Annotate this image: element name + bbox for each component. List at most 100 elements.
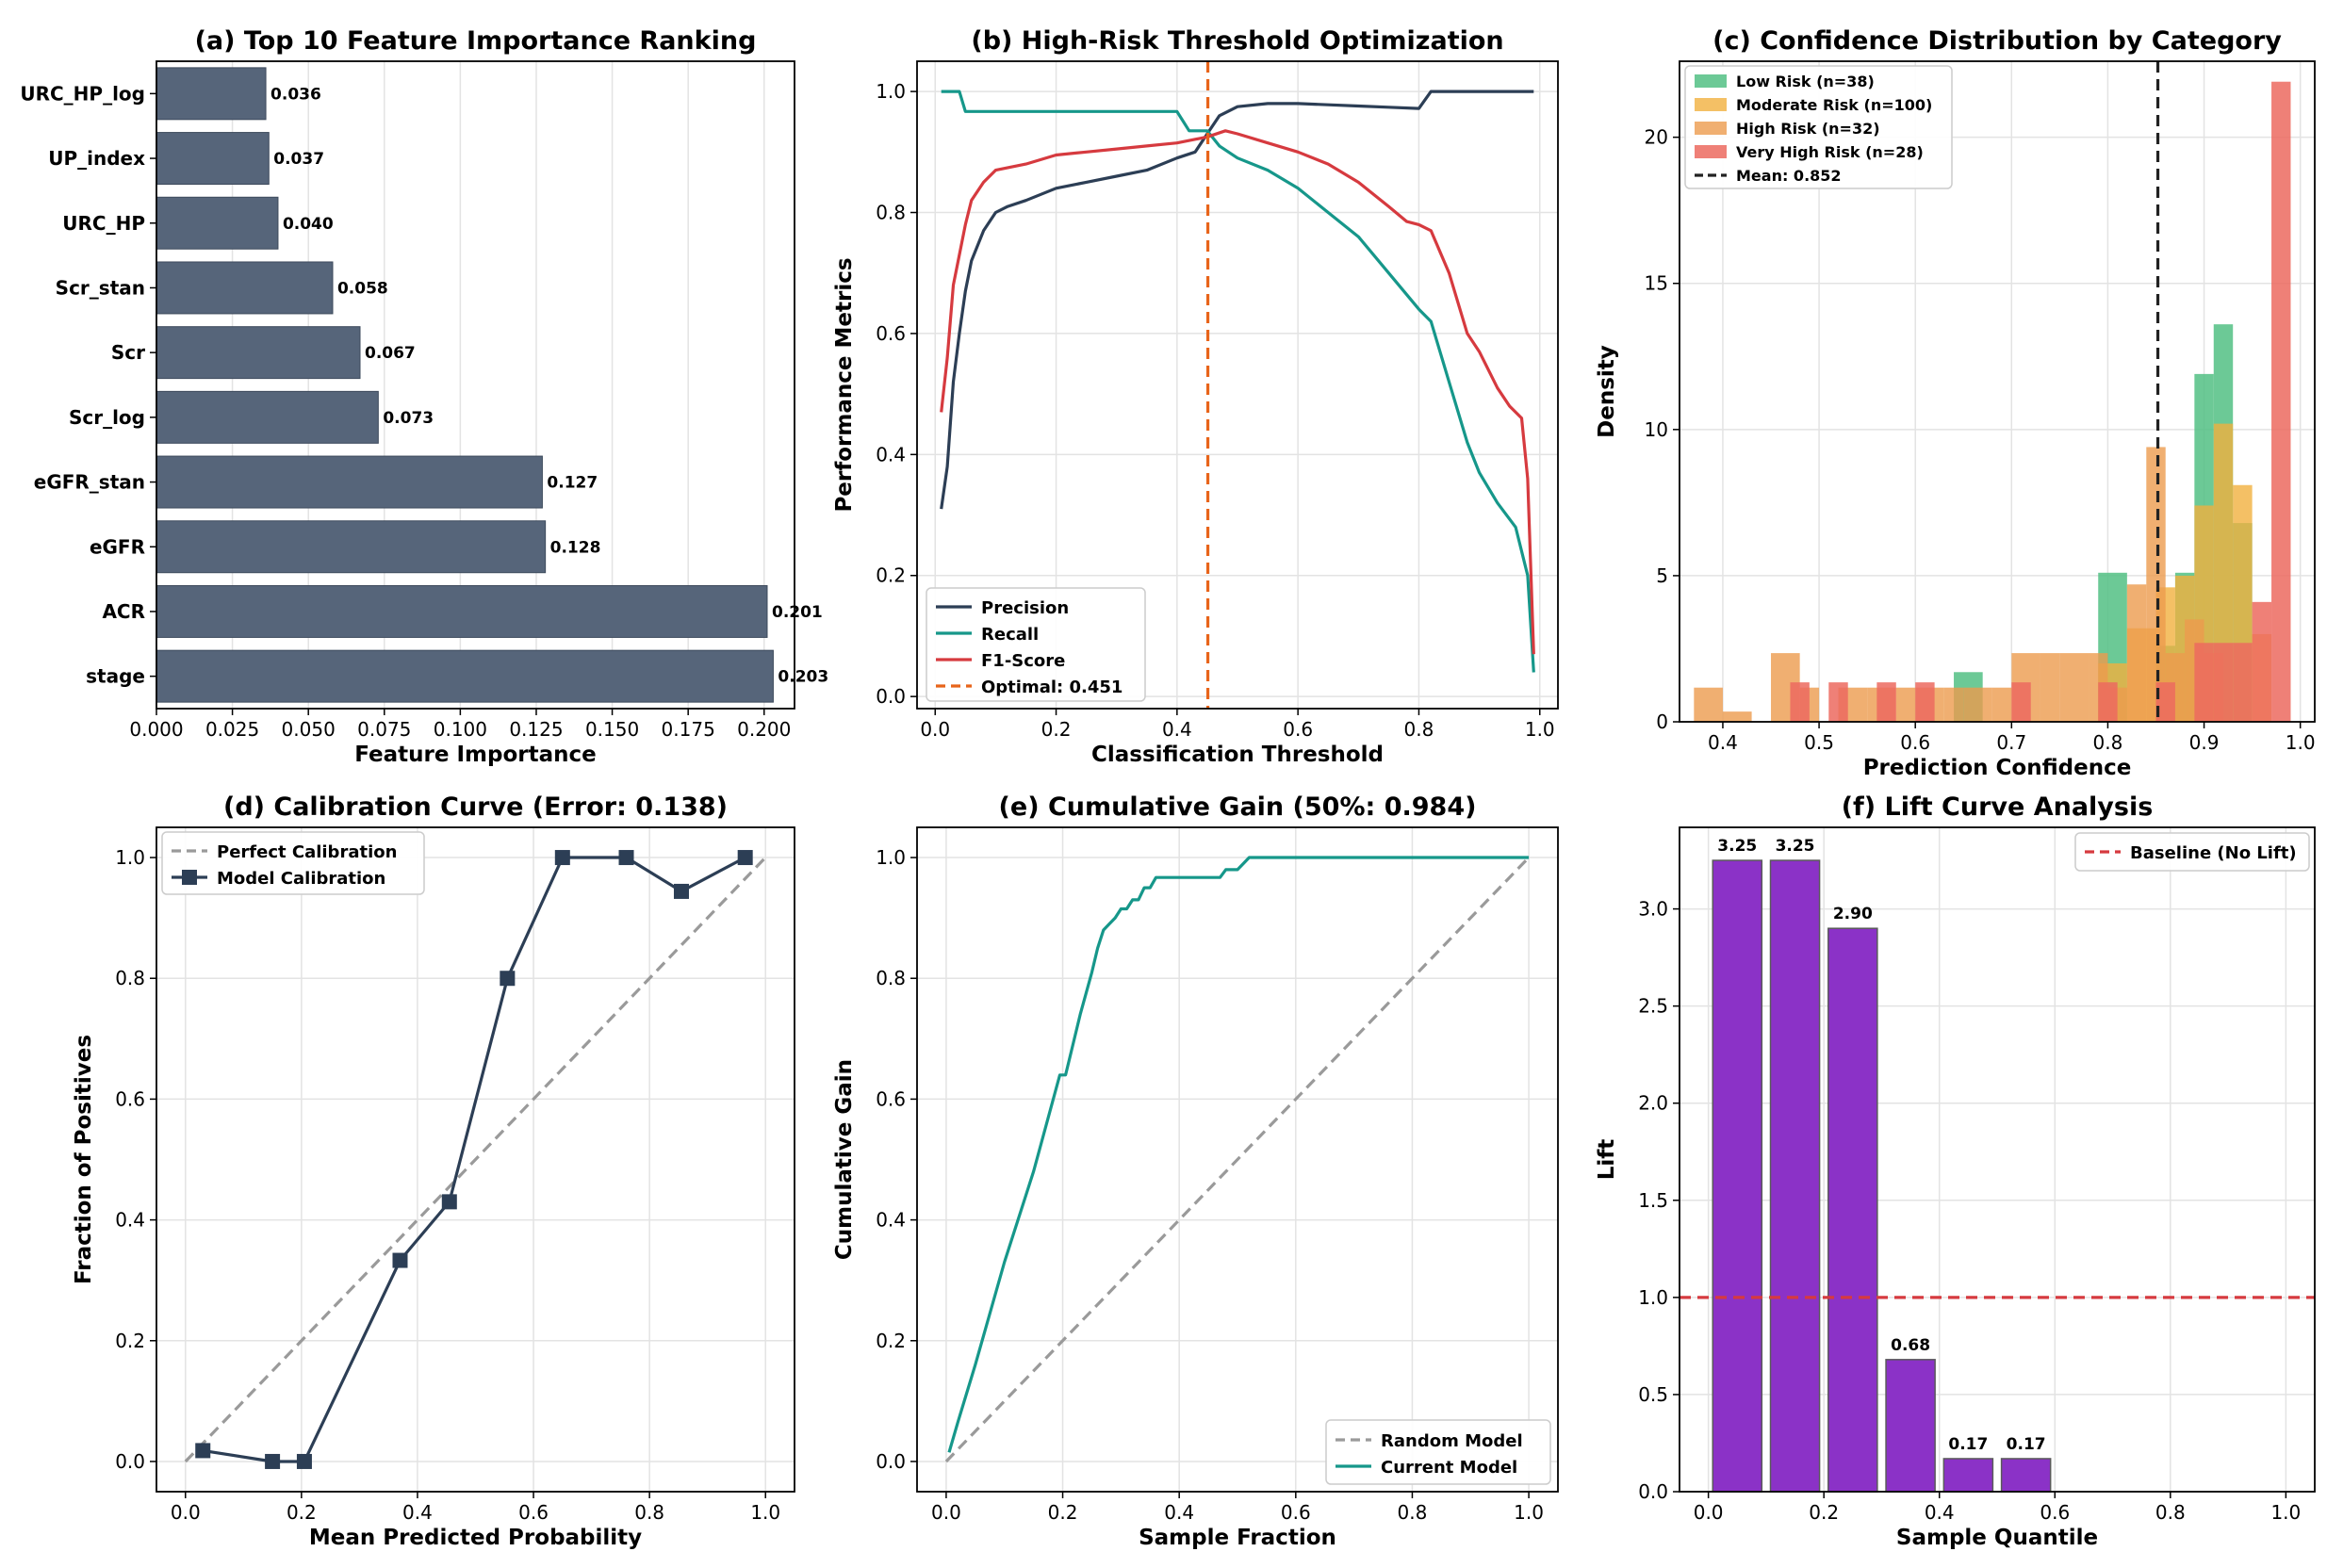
data-point — [441, 1194, 457, 1210]
legend-swatch — [1695, 74, 1727, 88]
hist-bar — [2233, 643, 2253, 722]
hist-bar — [1915, 682, 1935, 722]
data-label: 0.203 — [778, 668, 828, 687]
x-tick-label: 0.125 — [509, 718, 563, 741]
y-tick-label: 0.6 — [876, 1087, 906, 1110]
legend-label: Mean: 0.852 — [1736, 167, 1842, 185]
y-tick-label: 0.0 — [115, 1450, 145, 1473]
x-tick-label: 0.2 — [1048, 1501, 1078, 1524]
hist-bar — [2098, 682, 2118, 722]
legend-swatch — [1695, 122, 1727, 135]
y-axis-label: Lift — [1595, 1139, 1619, 1181]
x-tick-label: 0.2 — [1809, 1501, 1839, 1524]
x-tick-label: 0.4 — [402, 1501, 433, 1524]
x-tick-label: 0.6 — [1283, 718, 1313, 741]
hist-bar — [1722, 711, 1752, 722]
x-tick-label: 0.100 — [434, 718, 487, 741]
bar — [156, 132, 270, 186]
data-point — [392, 1252, 408, 1268]
x-axis-label: Prediction Confidence — [1863, 756, 2132, 780]
plot-frame — [1679, 826, 2316, 1493]
hist-bar — [2155, 682, 2175, 722]
y-tick-label: 0.0 — [1638, 1480, 1668, 1503]
y-tick-label: 0.8 — [876, 967, 906, 989]
y-tick-label: 15 — [1645, 272, 1668, 295]
data-label: 0.058 — [337, 279, 388, 298]
legend-b: Precision Recall F1-Score Optimal: 0.451 — [926, 587, 1146, 702]
data-label: 0.17 — [1948, 1435, 1988, 1454]
y-tick-label: 10 — [1645, 418, 1668, 441]
x-tick-label: 0.050 — [282, 718, 336, 741]
hist-bar — [1828, 682, 1848, 722]
chart-title: (f) Lift Curve Analysis — [1842, 792, 2154, 822]
data-label: 0.127 — [547, 474, 598, 493]
x-tick-label: 0.2 — [1041, 718, 1072, 741]
x-tick-label: 0.175 — [662, 718, 715, 741]
hist-bar — [1991, 687, 2012, 722]
y-tick-label: 0.0 — [876, 685, 906, 708]
legend-f: Baseline (No Lift) — [2074, 832, 2310, 872]
data-point — [554, 850, 570, 866]
legend-label: Perfect Calibration — [217, 842, 397, 862]
bar — [156, 196, 279, 250]
y-tick-label: 0.2 — [876, 1330, 906, 1352]
panel-f: 3.25 3.25 2.90 0.68 0.17 0.17 0.0 0.2 0.4 0.6 0.8 1… — [1595, 792, 2316, 1550]
series-line-recall — [941, 90, 1535, 673]
x-tick-label: 1.0 — [1525, 718, 1555, 741]
x-tick-label: 0.4 — [1925, 1501, 1955, 1524]
y-tick-label: 0.8 — [876, 202, 906, 224]
hist-bar — [2213, 643, 2234, 722]
panel-e: 0.0 0.2 0.4 0.6 0.8 1.0 0.0 0.2 0.4 0.6 0.8 1.0 (e) … — [832, 792, 1559, 1550]
y-tick-label: 0.6 — [876, 322, 906, 345]
data-point — [195, 1443, 211, 1459]
y-tick-label: 0.6 — [115, 1087, 145, 1110]
y-tick-label: 0.2 — [115, 1330, 145, 1352]
plot-frame — [156, 826, 795, 1493]
series-line — [944, 856, 1531, 1463]
legend-box — [161, 831, 425, 895]
y-tick-label: URC_HP — [62, 212, 145, 235]
data-label: 3.25 — [1717, 837, 1757, 856]
y-tick-label: Scr — [111, 341, 145, 364]
bar — [1827, 927, 1878, 1493]
x-tick-label: 0.6 — [2040, 1501, 2070, 1524]
bar — [156, 261, 334, 315]
x-tick-label: 0.6 — [1900, 731, 1930, 754]
x-tick-label: 0.0 — [171, 1501, 201, 1524]
y-axis-label: Density — [1595, 345, 1619, 438]
hist-bar — [2194, 643, 2214, 722]
hist-bar — [1876, 682, 1896, 722]
bar — [156, 584, 768, 638]
legend-swatch — [1695, 98, 1727, 111]
series-line — [184, 856, 767, 1463]
y-tick-label: eGFR_stan — [34, 471, 145, 494]
data-label: 0.040 — [283, 215, 334, 234]
x-tick-label: 0.4 — [1162, 718, 1192, 741]
hist-bar — [1943, 687, 1964, 722]
data-point — [265, 1453, 281, 1469]
legend-label: Moderate Risk (n=100) — [1736, 96, 1932, 114]
x-tick-label: 0.0 — [920, 718, 950, 741]
bar — [156, 326, 361, 380]
y-tick-label: 1.0 — [876, 846, 906, 869]
plot-frame — [1679, 60, 2316, 723]
data-label: 2.90 — [1833, 905, 1873, 923]
data-label: 0.037 — [273, 150, 324, 169]
legend-marker — [182, 870, 197, 885]
data-label: 0.17 — [2007, 1435, 2046, 1454]
x-tick-label: 0.4 — [1164, 1501, 1194, 1524]
x-tick-label: 0.4 — [1708, 731, 1738, 754]
y-tick-label: 20 — [1645, 126, 1668, 149]
bar — [156, 67, 267, 121]
data-label: 0.036 — [270, 85, 321, 104]
y-tick-label: 1.0 — [876, 80, 906, 103]
data-point — [618, 850, 634, 866]
series-line — [202, 856, 746, 1463]
x-axis-label: Sample Quantile — [1896, 1526, 2098, 1550]
legend-swatch — [1695, 145, 1727, 158]
series-line-precision — [940, 90, 1534, 510]
x-tick-label: 0.7 — [1996, 731, 2026, 754]
x-axis-label: Mean Predicted Probability — [309, 1526, 642, 1550]
legend-label: High Risk (n=32) — [1736, 120, 1880, 138]
